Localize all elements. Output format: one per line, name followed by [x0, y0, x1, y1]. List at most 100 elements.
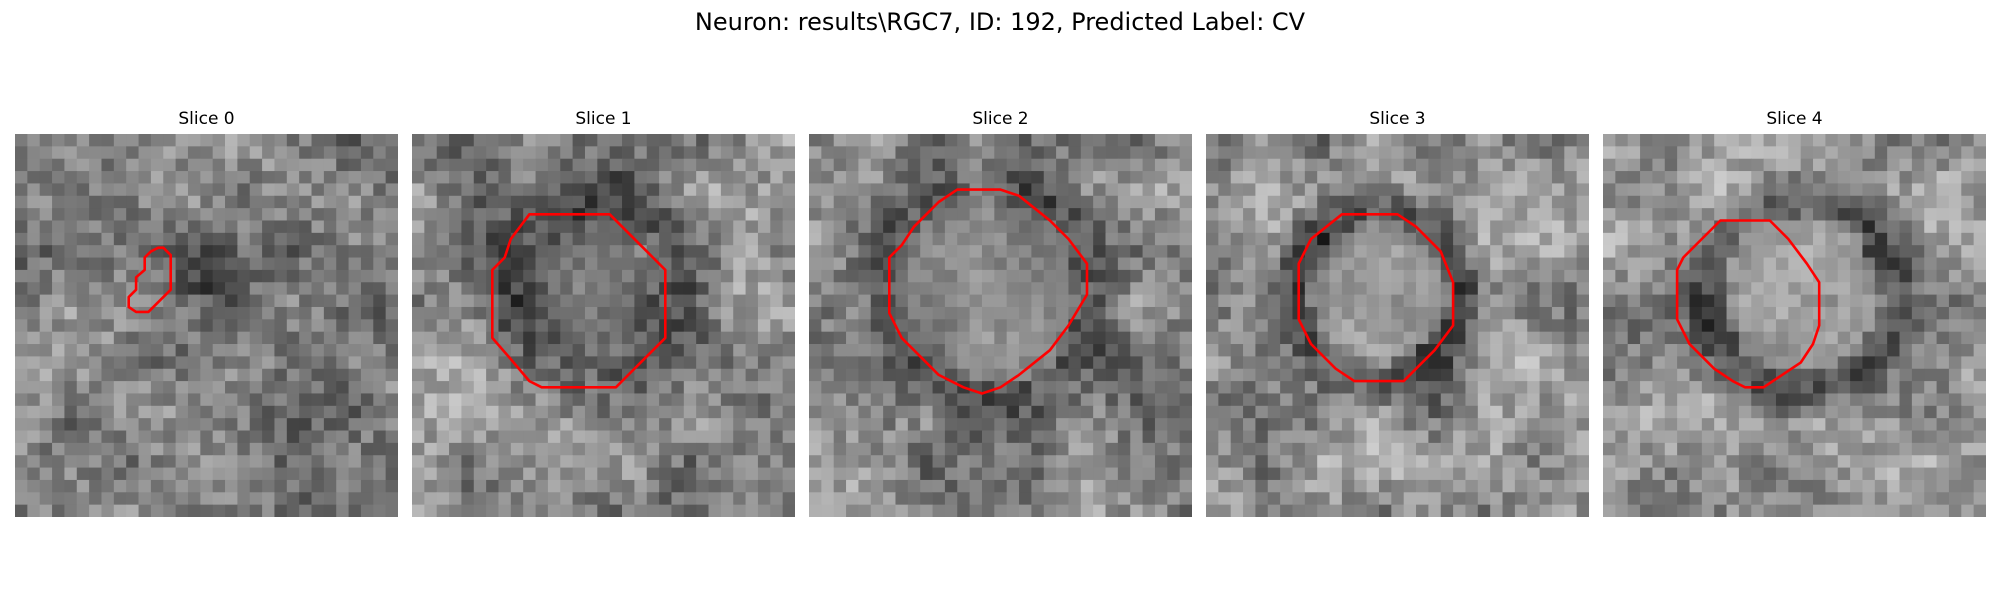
- pixel: [1230, 134, 1244, 147]
- pixel: [311, 492, 325, 506]
- pixel: [187, 257, 201, 271]
- pixel: [1179, 208, 1192, 221]
- pixel: [1366, 282, 1380, 296]
- pixel: [175, 356, 189, 370]
- pixel: [1825, 492, 1839, 506]
- pixel: [385, 146, 398, 160]
- pixel: [200, 405, 214, 419]
- pixel: [1627, 195, 1641, 209]
- pixel: [696, 467, 709, 481]
- pixel: [1788, 195, 1802, 209]
- pixel: [1961, 492, 1975, 506]
- pixel: [547, 294, 561, 308]
- pixel: [1255, 492, 1269, 506]
- pixel: [323, 208, 337, 221]
- pixel: [1714, 492, 1727, 506]
- pixel: [1416, 331, 1429, 345]
- pixel: [1640, 232, 1653, 246]
- pixel: [1056, 356, 1069, 370]
- pixel: [547, 306, 561, 320]
- pixel: [1911, 479, 1925, 493]
- pixel: [1564, 294, 1578, 308]
- pixel: [1825, 208, 1839, 221]
- pixel: [1603, 381, 1616, 394]
- pixel: [113, 504, 127, 517]
- pixel: [1366, 232, 1380, 246]
- pixel: [1701, 195, 1715, 209]
- pixel: [1850, 232, 1863, 246]
- pixel: [1453, 381, 1466, 394]
- pixel: [1440, 146, 1454, 160]
- pixel: [1825, 467, 1839, 481]
- pixel: [113, 393, 127, 407]
- pixel: [1539, 208, 1553, 221]
- pixel: [336, 418, 349, 431]
- pixel: [920, 331, 933, 345]
- pixel: [1775, 381, 1789, 394]
- pixel: [76, 282, 90, 296]
- pixel: [1527, 183, 1540, 197]
- pixel: [1615, 504, 1629, 517]
- pixel: [1813, 134, 1826, 147]
- pixel: [1763, 306, 1777, 320]
- pixel: [101, 492, 115, 506]
- pixel: [1514, 430, 1528, 444]
- pixel: [1465, 257, 1479, 271]
- pixel: [1564, 146, 1578, 160]
- pixel: [622, 405, 635, 419]
- pixel: [1105, 319, 1119, 333]
- pixel: [412, 344, 425, 357]
- pixel: [932, 208, 946, 221]
- pixel: [1280, 405, 1293, 419]
- pixel: [76, 492, 90, 506]
- pixel: [1615, 418, 1629, 431]
- pixel: [1477, 269, 1491, 283]
- pixel: [1304, 319, 1318, 333]
- pixel: [1564, 418, 1578, 431]
- pixel: [883, 405, 896, 419]
- pixel: [1936, 158, 1950, 172]
- pixel: [1652, 393, 1666, 407]
- pixel: [1280, 430, 1293, 444]
- pixel: [1936, 208, 1950, 221]
- pixel: [1751, 467, 1765, 481]
- pixel: [883, 368, 896, 382]
- pixel: [1899, 405, 1913, 419]
- pixel: [1267, 418, 1281, 431]
- pixel: [360, 319, 374, 333]
- pixel: [944, 381, 958, 394]
- pixel: [757, 381, 771, 394]
- pixel: [1899, 319, 1913, 333]
- pixel: [981, 282, 995, 296]
- pixel: [1701, 319, 1715, 333]
- pixel: [299, 479, 312, 493]
- pixel: [212, 195, 226, 209]
- pixel: [1899, 183, 1913, 197]
- pixel: [299, 158, 312, 172]
- pixel: [1502, 368, 1516, 382]
- pixel: [1603, 220, 1616, 234]
- pixel: [1664, 183, 1678, 197]
- pixel: [782, 232, 795, 246]
- pixel: [299, 430, 312, 444]
- pixel: [385, 356, 398, 370]
- pixel: [584, 319, 598, 333]
- pixel: [932, 158, 946, 172]
- pixel: [1800, 195, 1814, 209]
- pixel: [1788, 455, 1802, 468]
- pixel: [360, 158, 374, 172]
- pixel: [696, 492, 709, 506]
- pixel: [274, 319, 288, 333]
- pixel: [299, 344, 312, 357]
- pixel: [907, 418, 921, 431]
- pixel: [870, 504, 884, 517]
- pixel: [683, 479, 697, 493]
- pixel: [1961, 381, 1975, 394]
- pixel: [1689, 269, 1703, 283]
- pixel: [597, 269, 611, 283]
- pixel: [274, 220, 288, 234]
- pixel: [1317, 294, 1330, 308]
- pixel: [1440, 467, 1454, 481]
- pixel: [373, 381, 387, 394]
- pixel: [262, 208, 275, 221]
